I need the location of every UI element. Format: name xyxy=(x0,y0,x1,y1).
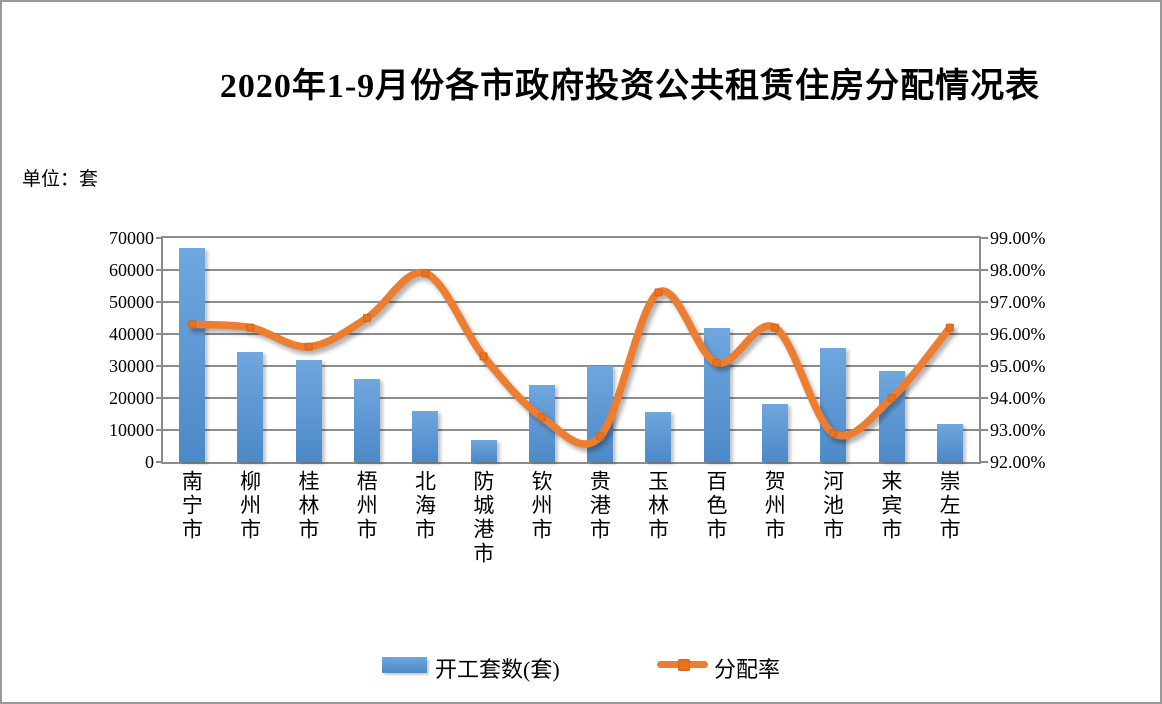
y-axis-label-right: 99.00% xyxy=(990,228,1046,248)
grid-line xyxy=(163,333,979,335)
bar-column xyxy=(528,385,555,462)
x-axis-category-label: 贺州市 xyxy=(762,470,787,542)
y-axis-label-left: 0 xyxy=(145,452,154,472)
left-axis-tick xyxy=(156,333,163,335)
legend-line-swatch xyxy=(657,661,708,668)
legend-bar-swatch xyxy=(382,657,427,673)
y-axis-label-right: 94.00% xyxy=(990,388,1046,408)
grid-line xyxy=(163,429,979,431)
x-axis-category-label: 柳州市 xyxy=(237,470,262,542)
x-axis-category-label: 北海市 xyxy=(412,470,437,542)
right-axis-tick xyxy=(979,365,988,367)
y-axis-label-left: 70000 xyxy=(109,228,154,248)
y-axis-label-left: 10000 xyxy=(109,420,154,440)
bar-column xyxy=(412,410,439,462)
x-axis-category-label: 梧州市 xyxy=(354,470,379,542)
legend-line-marker-icon xyxy=(678,659,690,671)
y-axis-label-left: 40000 xyxy=(109,324,154,344)
y-axis-label-left: 60000 xyxy=(109,260,154,280)
x-axis-category-label: 贵港市 xyxy=(587,470,612,542)
x-axis-category-label: 防城港市 xyxy=(470,470,495,566)
page-title: 2020年1-9月份各市政府投资公共租赁住房分配情况表 xyxy=(219,68,1041,105)
x-axis-category-label: 南宁市 xyxy=(179,470,204,542)
right-axis-tick xyxy=(979,397,988,399)
right-axis-tick xyxy=(979,429,988,431)
y-axis-label-left: 50000 xyxy=(109,292,154,312)
left-axis-tick xyxy=(156,269,163,271)
left-axis-tick xyxy=(156,461,163,463)
legend-item-label: 开工套数(套) xyxy=(435,657,560,682)
bar-column xyxy=(762,404,788,462)
left-axis-tick xyxy=(156,429,163,431)
bar-column xyxy=(179,247,206,462)
y-axis-label-right: 92.00% xyxy=(990,452,1046,472)
bar-column xyxy=(470,439,497,462)
bar-column xyxy=(587,366,614,462)
bar-column xyxy=(703,327,730,462)
unit-label: 单位：套 xyxy=(22,169,99,190)
left-axis-tick xyxy=(156,397,163,399)
x-axis-category-label: 崇左市 xyxy=(937,470,962,542)
left-axis-tick xyxy=(156,301,163,303)
bar-column xyxy=(878,370,905,462)
y-axis-label-right: 96.00% xyxy=(990,324,1046,344)
legend-item-label: 分配率 xyxy=(714,657,781,682)
y-axis-label-left: 20000 xyxy=(109,388,154,408)
bar-column xyxy=(936,423,963,462)
plot-area xyxy=(161,236,981,464)
grid-line xyxy=(163,365,979,367)
right-axis-tick xyxy=(979,269,988,271)
bar-column xyxy=(354,378,380,462)
bar-column xyxy=(820,348,847,462)
grid-line xyxy=(163,269,979,271)
right-axis-tick xyxy=(979,301,988,303)
y-axis-label-right: 95.00% xyxy=(990,356,1046,376)
x-axis-category-label: 来宾市 xyxy=(878,470,903,542)
y-axis-label-right: 97.00% xyxy=(990,292,1046,312)
bar-column xyxy=(237,351,264,462)
grid-line xyxy=(163,397,979,399)
left-axis-tick xyxy=(156,365,163,367)
x-axis-category-label: 钦州市 xyxy=(529,470,554,542)
y-axis-label-left: 30000 xyxy=(109,356,154,376)
right-axis-tick xyxy=(979,461,988,463)
right-axis-tick xyxy=(979,333,988,335)
x-axis-category-label: 百色市 xyxy=(703,470,728,542)
grid-line xyxy=(163,301,979,303)
bar-column xyxy=(295,359,322,462)
bar-column xyxy=(645,412,672,462)
x-axis-category-label: 玉林市 xyxy=(645,470,670,542)
x-axis-category-label: 桂林市 xyxy=(295,470,320,542)
left-axis-tick xyxy=(156,237,163,239)
y-axis-label-right: 98.00% xyxy=(990,260,1046,280)
y-axis-label-right: 93.00% xyxy=(990,420,1046,440)
right-axis-tick xyxy=(979,237,988,239)
x-axis-category-label: 河池市 xyxy=(820,470,845,542)
